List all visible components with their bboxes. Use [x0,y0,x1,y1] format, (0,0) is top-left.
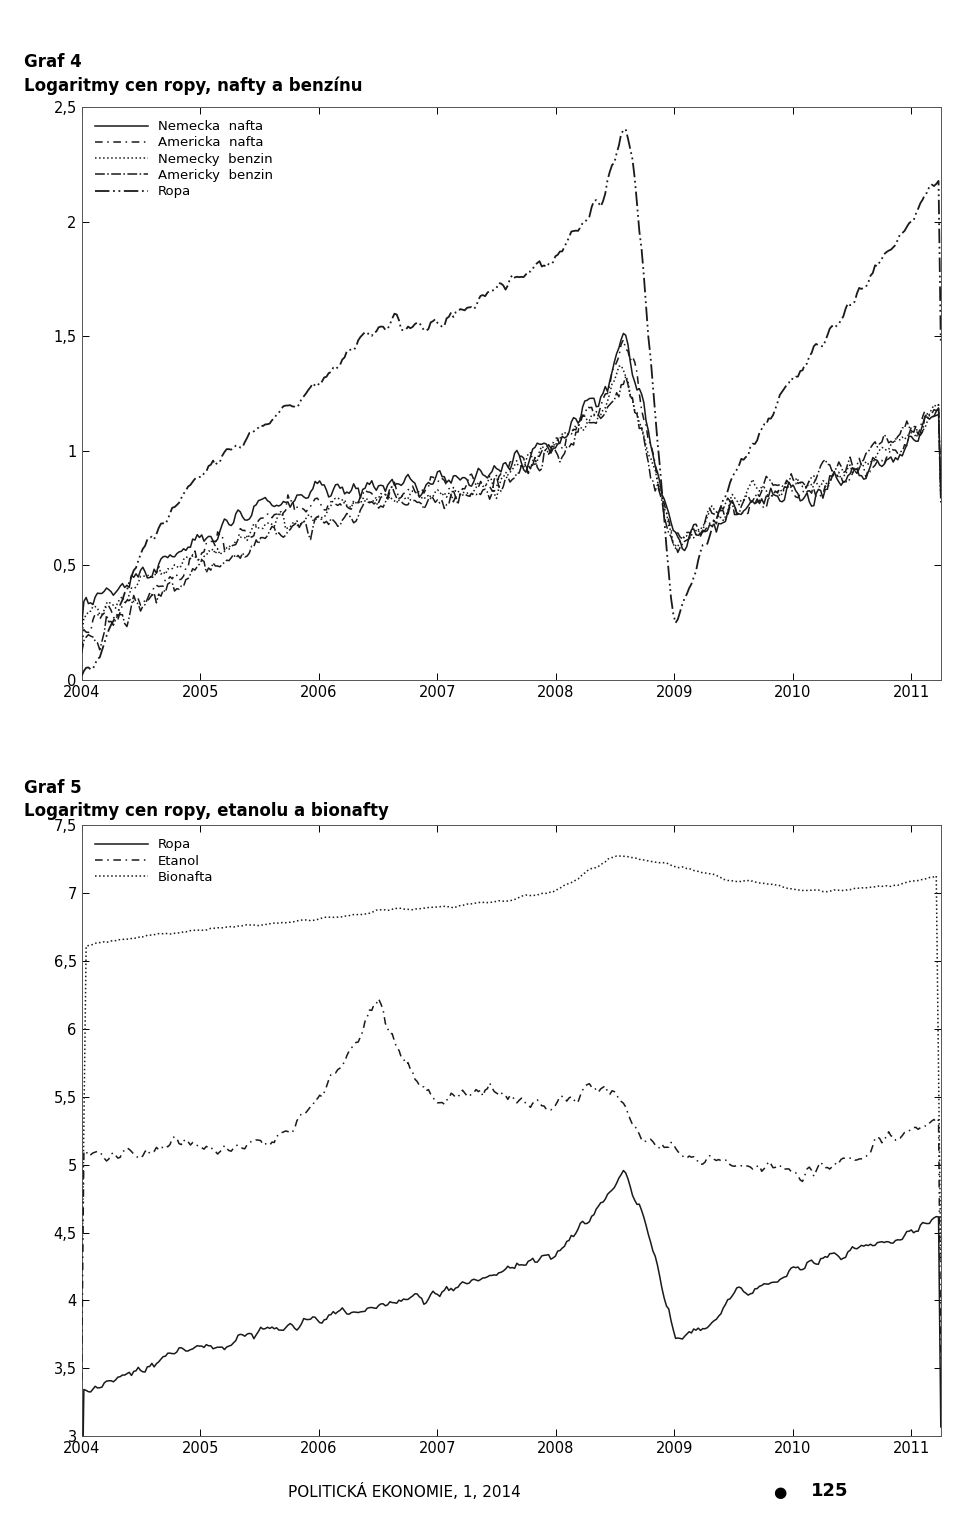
Legend: Nemecka  nafta, Americka  nafta, Nemecky  benzin, Americky  benzin, Ropa: Nemecka nafta, Americka nafta, Nemecky b… [89,115,278,203]
Text: Graf 5: Graf 5 [24,779,82,798]
Legend: Ropa, Etanol, Bionafta: Ropa, Etanol, Bionafta [89,833,219,889]
Text: POLITICKÁ EKONOMIE, 1, 2014: POLITICKÁ EKONOMIE, 1, 2014 [288,1484,520,1500]
Text: 125: 125 [811,1482,849,1500]
Text: Logaritmy cen ropy, etanolu a bionafty: Logaritmy cen ropy, etanolu a bionafty [24,802,389,821]
Text: Logaritmy cen ropy, nafty a benzínu: Logaritmy cen ropy, nafty a benzínu [24,76,363,95]
Text: ●: ● [773,1485,786,1500]
Text: Graf 4: Graf 4 [24,53,82,72]
